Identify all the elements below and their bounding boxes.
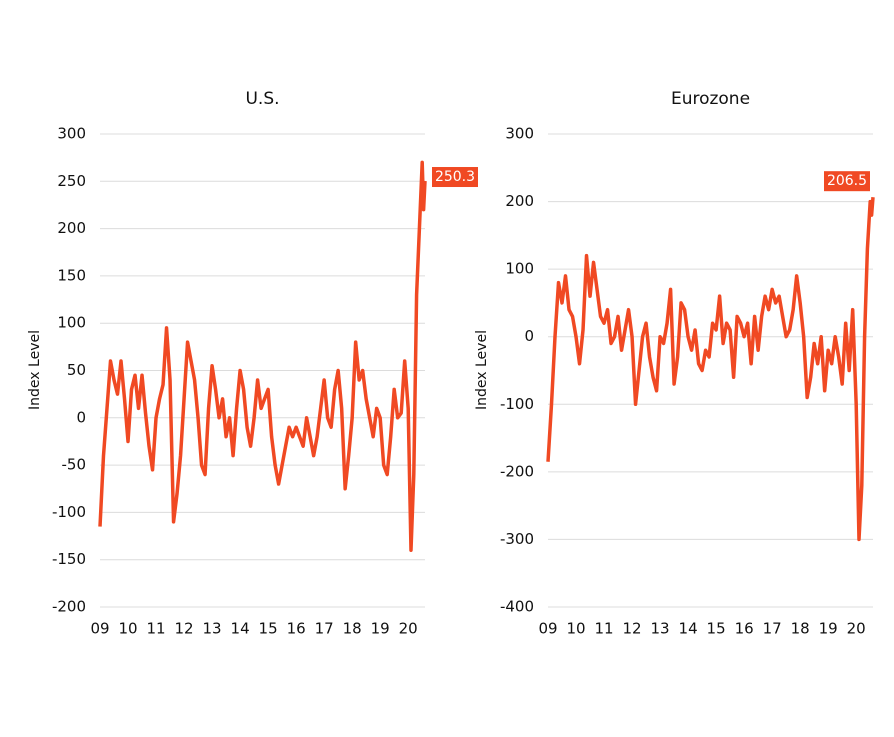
chart-title: Eurozone [671,89,750,109]
x-tick-label: 19 [819,620,838,638]
y-tick-label: 0 [524,327,534,345]
data-line [546,197,875,542]
x-tick-label: 13 [651,620,670,638]
y-tick-label: -400 [500,598,534,616]
x-tick-label: 16 [287,620,306,638]
data-line [98,160,427,552]
y-axis-label: Index Level [27,330,43,410]
y-tick-label: 300 [505,125,534,143]
x-tick-label: 10 [566,620,585,638]
y-tick-label: -200 [500,462,534,480]
annotation-box [432,167,478,188]
y-tick-label: -300 [500,530,534,548]
x-tick-label: 15 [259,620,278,638]
y-tick-label: 100 [57,314,86,332]
x-tick-label: 17 [763,620,782,638]
x-tick-label: 14 [231,620,250,638]
x-tick-label: 15 [707,620,726,638]
y-tick-label: -150 [52,550,86,568]
y-tick-label: -200 [52,598,86,616]
y-tick-label: 200 [57,219,86,237]
annotation-label: 206.5 [827,173,867,189]
x-tick-label: 10 [118,620,137,638]
y-tick-label: 250 [57,172,86,190]
x-tick-label: 13 [203,620,222,638]
y-tick-label: 200 [505,192,534,210]
x-tick-label: 14 [679,620,698,638]
annotation-label: 250.3 [435,169,475,185]
x-tick-label: 16 [735,620,754,638]
x-tick-label: 20 [399,620,418,638]
x-tick-label: 19 [371,620,390,638]
y-tick-label: 150 [57,266,86,284]
x-tick-label: 17 [315,620,334,638]
y-tick-label: 50 [67,361,86,379]
x-tick-label: 20 [847,620,866,638]
y-axis-label: Index Level [474,330,490,410]
y-tick-label: -100 [52,503,86,521]
x-tick-label: 09 [538,620,557,638]
x-tick-label: 11 [594,620,613,638]
x-tick-label: 11 [146,620,165,638]
y-tick-label: -50 [62,456,87,474]
y-tick-label: 0 [76,408,86,426]
x-tick-label: 18 [343,620,362,638]
y-tick-label: 100 [505,260,534,278]
chart-panel: U.S. Index Level -200 -150 -100 -50 0 50 100 150 2… [27,89,478,638]
y-tick-label: 300 [57,125,86,143]
x-tick-label: 09 [90,620,109,638]
chart-title: U.S. [245,89,279,109]
x-tick-label: 18 [791,620,810,638]
x-tick-label: 12 [623,620,642,638]
chart-panel: Eurozone Index Level -400 -300 -200 -100 0 100 2… [474,89,875,638]
annotation-box [824,171,870,192]
x-tick-label: 12 [175,620,194,638]
y-tick-label: -100 [500,395,534,413]
